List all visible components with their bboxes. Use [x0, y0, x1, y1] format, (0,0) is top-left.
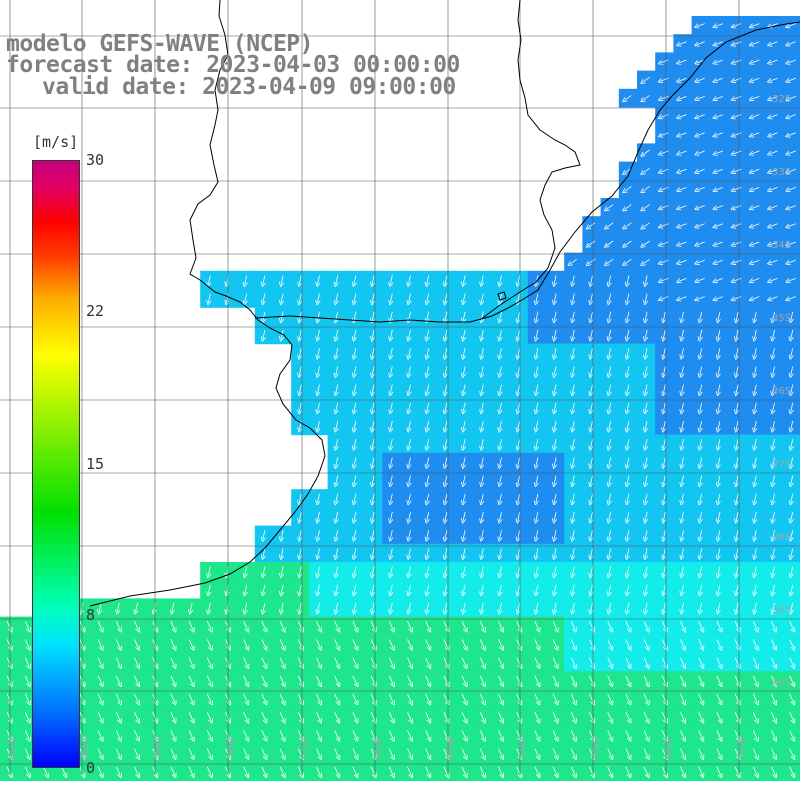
lon-label: 59W	[153, 737, 164, 760]
ocean-cell	[637, 234, 656, 254]
ocean-cell	[782, 744, 800, 763]
ocean-cell	[582, 234, 602, 254]
colorbar-tick-15: 15	[86, 455, 105, 473]
ocean-cell	[782, 707, 800, 727]
ocean-cell	[564, 252, 583, 272]
colorbar-tick-22: 22	[86, 302, 105, 320]
colorbar-tick-8: 8	[86, 606, 96, 624]
colorbar	[32, 160, 80, 768]
lon-label: 57W	[300, 737, 311, 760]
ocean-cell	[637, 161, 656, 181]
ocean-cell	[782, 653, 800, 672]
ocean-cell	[782, 671, 800, 690]
ocean-cell	[637, 70, 656, 90]
ocean-cell	[618, 252, 638, 272]
lat-label: 40S	[772, 678, 791, 689]
ocean-cell	[782, 616, 800, 636]
ocean-cell	[782, 689, 800, 709]
ocean-cell	[782, 634, 800, 654]
ocean-cell	[618, 88, 638, 108]
ocean-cell	[600, 216, 620, 235]
ocean-cell	[600, 198, 620, 217]
lon-label: 54W	[518, 737, 529, 760]
lon-label: 51W	[737, 737, 748, 760]
title-line-2: forecast date: 2023-04-03 00:00:00	[6, 52, 460, 78]
lon-label: 56W	[373, 737, 384, 760]
lon-label: 58W	[226, 737, 237, 760]
lat-label: 34S	[772, 240, 791, 251]
lat-label: 37S	[772, 459, 791, 470]
colorbar-tick-0: 0	[86, 759, 96, 777]
lon-label: 55W	[446, 737, 457, 760]
ocean-cell	[782, 725, 800, 745]
ocean-cell	[782, 762, 800, 781]
lat-label: 32S	[772, 94, 791, 105]
lon-label: 60W	[80, 737, 91, 760]
lon-label: 61W	[8, 737, 19, 760]
ocean-cell	[637, 216, 656, 235]
ocean-cell	[637, 179, 656, 199]
title-line-3: valid date: 2023-04-09 09:00:00	[42, 74, 456, 100]
lat-label: 38S	[772, 532, 791, 543]
ocean-cell	[637, 198, 656, 217]
colorbar-unit: [m/s]	[32, 133, 80, 151]
ocean-cell	[618, 234, 638, 254]
ocean-cell	[618, 216, 638, 235]
ocean-cell	[582, 216, 602, 235]
lat-label: 36S	[772, 386, 791, 397]
ocean-cell	[600, 234, 620, 254]
colorbar-tick-30: 30	[86, 151, 105, 169]
lat-label: 33S	[772, 167, 791, 178]
lat-label: 39S	[772, 605, 791, 616]
lon-label: 53W	[591, 737, 602, 760]
ocean-cell	[618, 179, 638, 199]
ocean-cell	[582, 252, 602, 272]
ocean-cell	[618, 161, 638, 181]
ocean-cell	[600, 252, 620, 272]
lat-label: 35S	[772, 313, 791, 324]
lon-label: 52W	[664, 737, 675, 760]
ocean-cell	[618, 198, 638, 217]
ocean-cell	[637, 252, 656, 272]
ocean-cell	[637, 88, 656, 108]
ocean-cell	[637, 143, 656, 163]
